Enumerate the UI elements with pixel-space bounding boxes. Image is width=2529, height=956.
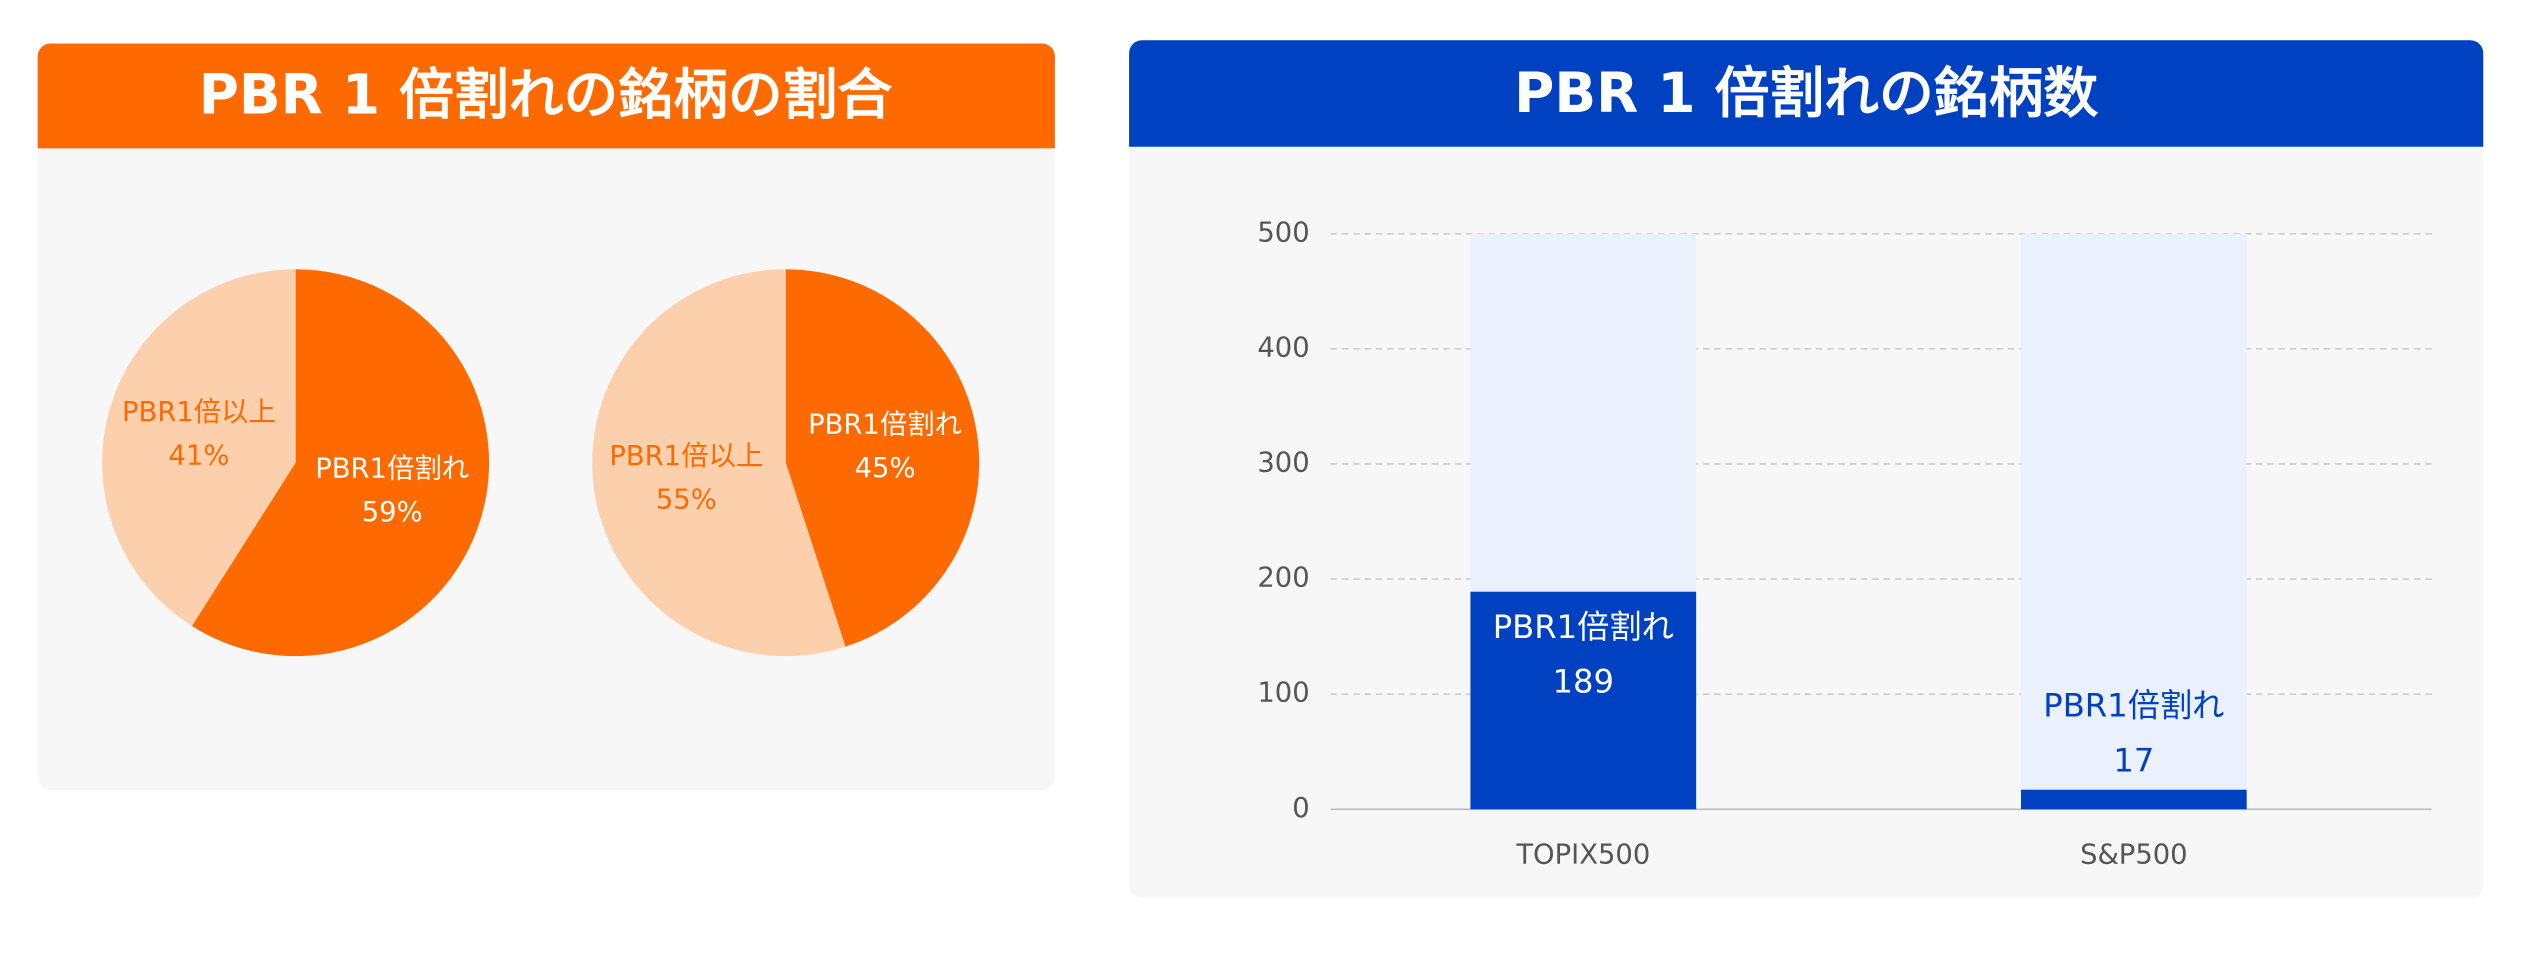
y-tick-label: 0	[1292, 793, 1309, 824]
bar-background	[2020, 233, 2247, 810]
y-tick-label: 500	[1257, 217, 1309, 248]
pie-slice	[785, 269, 980, 647]
slice-value-label: 45%	[855, 453, 916, 484]
bar-value-label: 189	[1553, 663, 1615, 701]
slice-label: PBR1倍以上	[609, 441, 763, 472]
right-panel	[1129, 40, 2484, 898]
right-header	[1129, 40, 2484, 147]
left-header	[37, 43, 1055, 149]
pie-slice	[191, 269, 490, 657]
slice-label: PBR1倍以上	[122, 397, 276, 428]
y-tick-label: 100	[1257, 678, 1309, 709]
bar	[2020, 789, 2247, 810]
bar	[1470, 591, 1697, 810]
slice-label: PBR1倍割れ	[315, 453, 469, 484]
chart-title: PBR 1 倍割れの銘柄数	[1514, 61, 2098, 125]
x-tick-label: S&P500	[2080, 840, 2188, 871]
pie-slice	[102, 269, 296, 627]
bar-value-label: 17	[2113, 741, 2154, 779]
bar-series-label: PBR1倍割れ	[2043, 687, 2224, 725]
chart-title: PBR 1 倍割れの銘柄の割合	[199, 62, 893, 126]
y-tick-label: 300	[1257, 447, 1309, 478]
slice-value-label: 59%	[362, 497, 423, 528]
x-tick-label: TOPIX500	[1515, 840, 1650, 871]
y-tick-label: 200	[1257, 563, 1309, 594]
slice-label: PBR1倍割れ	[808, 409, 962, 440]
slice-value-label: 55%	[656, 484, 717, 515]
y-tick-label: 400	[1257, 332, 1309, 363]
slice-value-label: 41%	[169, 441, 230, 472]
bar-series-label: PBR1倍割れ	[1493, 608, 1674, 646]
pie-slice	[592, 269, 846, 657]
